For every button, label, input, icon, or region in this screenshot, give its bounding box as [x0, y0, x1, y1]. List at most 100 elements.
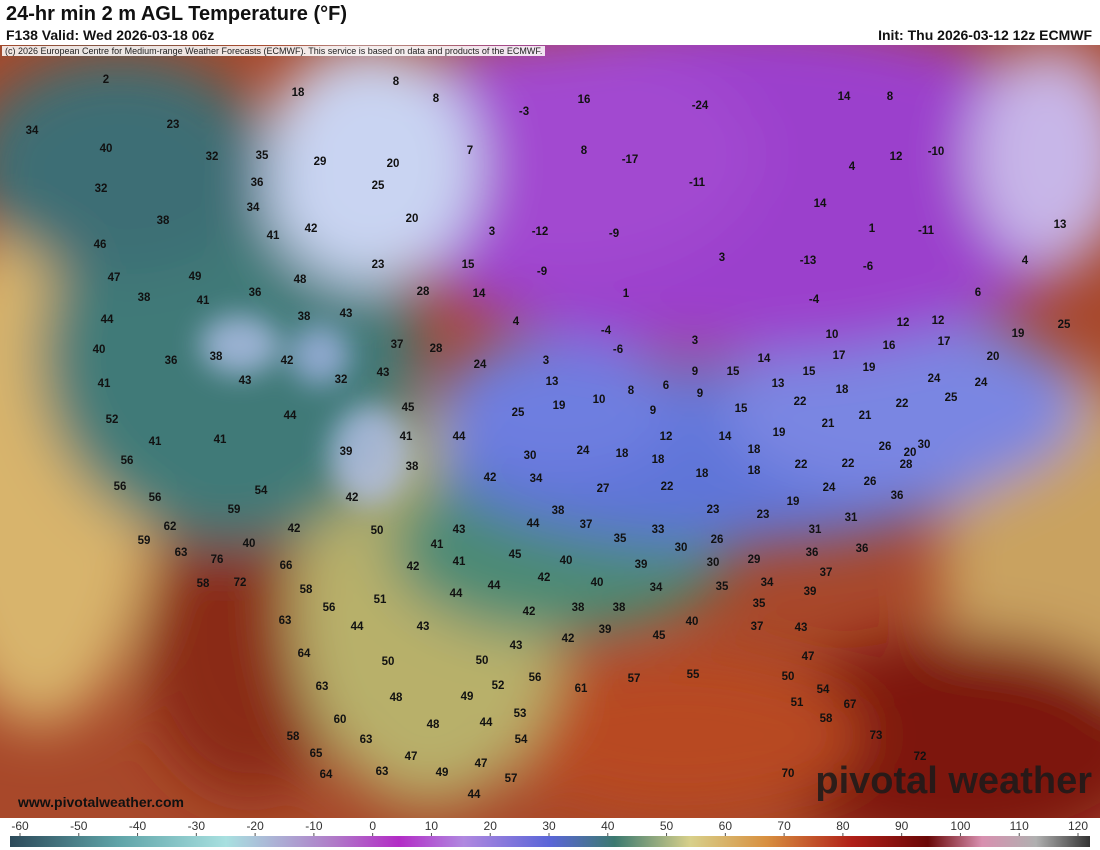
- temperature-label: 9: [697, 388, 703, 400]
- temperature-label: 58: [300, 584, 313, 596]
- temperature-label: 40: [93, 344, 106, 356]
- temperature-label: 13: [546, 376, 559, 388]
- temperature-label: 27: [597, 483, 610, 495]
- temperature-label: 4: [849, 161, 856, 173]
- colorbar-tick-label: 40: [601, 819, 615, 833]
- temperature-label: 36: [251, 177, 264, 189]
- temperature-label: 40: [243, 538, 256, 550]
- temperature-label: 54: [817, 684, 830, 696]
- temperature-label: -12: [532, 226, 549, 238]
- temperature-label: 70: [782, 768, 795, 780]
- temperature-label: 73: [870, 730, 883, 742]
- temperature-label: 22: [842, 458, 855, 470]
- temperature-label: 3: [719, 252, 725, 264]
- temperature-label: 44: [450, 588, 463, 600]
- temperature-label: 44: [527, 518, 540, 530]
- temperature-label: 36: [806, 547, 819, 559]
- temperature-label: 18: [836, 384, 849, 396]
- temperature-label: 49: [436, 767, 449, 779]
- temperature-label: 63: [316, 681, 329, 693]
- temperature-label: 24: [928, 373, 941, 385]
- temperature-label: 12: [932, 315, 945, 327]
- colorbar-tick-label: -30: [188, 819, 206, 833]
- temperature-label: 49: [461, 691, 474, 703]
- temperature-label: 50: [782, 671, 795, 683]
- watermark: pivotal weather: [815, 760, 1092, 802]
- temperature-label: 42: [281, 355, 294, 367]
- temperature-label: 36: [891, 490, 904, 502]
- temperature-label: 20: [987, 351, 1000, 363]
- temperature-label: 30: [707, 557, 720, 569]
- temperature-label: 32: [335, 374, 348, 386]
- temperature-label: 42: [484, 472, 497, 484]
- temperature-label: 44: [480, 717, 493, 729]
- temperature-label: 61: [575, 683, 588, 695]
- temperature-label: 34: [26, 125, 39, 137]
- colorbar-tick-label: 100: [950, 819, 970, 833]
- temperature-label: -3: [519, 106, 529, 118]
- temperature-label: 51: [374, 594, 387, 606]
- temperature-label: 30: [918, 439, 931, 451]
- temperature-label: 14: [719, 431, 732, 443]
- temperature-label: 31: [845, 512, 858, 524]
- temperature-label: 40: [560, 555, 573, 567]
- temperature-label: 34: [761, 577, 774, 589]
- colorbar-tick-label: 110: [1010, 819, 1029, 833]
- temperature-label: 45: [402, 402, 415, 414]
- temperature-label: 43: [510, 640, 523, 652]
- temperature-label: 41: [431, 539, 444, 551]
- temperature-label: 44: [453, 431, 466, 443]
- temperature-label: 57: [628, 673, 641, 685]
- temperature-label: 52: [492, 680, 505, 692]
- temperature-label: 35: [256, 150, 269, 162]
- temperature-label: 8: [433, 93, 440, 105]
- temperature-label: 34: [247, 202, 260, 214]
- temperature-label: 19: [773, 427, 786, 439]
- temperature-label: 40: [100, 143, 113, 155]
- temperature-label: -4: [601, 325, 612, 337]
- temperature-label: 23: [167, 119, 180, 131]
- temperature-label: 58: [287, 731, 300, 743]
- colorbar-tick-label: 0: [369, 819, 376, 833]
- colorbar-tick-label: 60: [719, 819, 733, 833]
- temperature-label: 3: [543, 355, 549, 367]
- temperature-label: 19: [787, 496, 800, 508]
- temperature-label: 29: [314, 156, 327, 168]
- temperature-label: 38: [572, 602, 585, 614]
- temperature-label: 56: [121, 455, 134, 467]
- temperature-label: 6: [975, 287, 981, 299]
- temperature-label: 43: [340, 308, 353, 320]
- temperature-label: 38: [406, 461, 419, 473]
- temperature-label: 54: [255, 485, 268, 497]
- temperature-label: 56: [149, 492, 162, 504]
- temperature-label: 45: [509, 549, 522, 561]
- temperature-label: 40: [686, 616, 699, 628]
- temperature-label: -11: [918, 225, 935, 237]
- temperature-label: 9: [692, 366, 698, 378]
- temperature-label: 63: [279, 615, 292, 627]
- colorbar-tick-label: 50: [660, 819, 674, 833]
- temperature-label: 24: [577, 445, 590, 457]
- temperature-label: 48: [294, 274, 307, 286]
- temperature-label: 26: [879, 441, 892, 453]
- temperature-label: 28: [417, 286, 430, 298]
- temperature-label: 37: [391, 339, 404, 351]
- temperature-label: 16: [578, 94, 591, 106]
- temperature-label: 42: [305, 223, 318, 235]
- temperature-label: 13: [1054, 219, 1067, 231]
- temperature-label: 22: [794, 396, 807, 408]
- temperature-label: 15: [727, 366, 740, 378]
- temperature-label: -10: [928, 146, 945, 158]
- temperature-label: 37: [751, 621, 764, 633]
- temperature-label: 13: [772, 378, 785, 390]
- temperature-label: 19: [1012, 328, 1025, 340]
- temperature-label: 18: [748, 465, 761, 477]
- temperature-label: 41: [400, 431, 413, 443]
- temperature-label: 63: [175, 547, 188, 559]
- temperature-label: 55: [687, 669, 700, 681]
- temperature-label: -9: [609, 228, 619, 240]
- temperature-label: 33: [652, 524, 665, 536]
- website: www.pivotalweather.com: [17, 794, 184, 810]
- temperature-label: 3: [489, 226, 495, 238]
- temperature-label: 36: [249, 287, 262, 299]
